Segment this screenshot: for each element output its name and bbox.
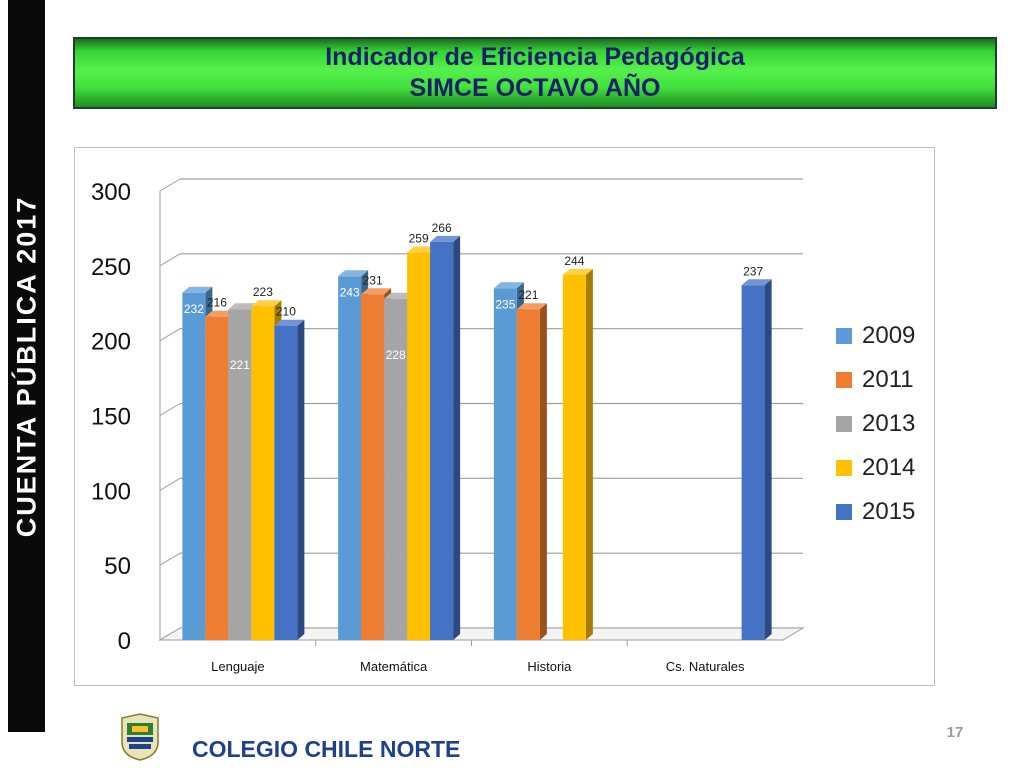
legend-swatch [836, 460, 852, 476]
bar-side-2015 [297, 319, 305, 640]
legend-item: 2011 [836, 358, 946, 402]
data-label: 216 [207, 296, 227, 310]
legend-item: 2015 [836, 490, 946, 534]
bar-2015 [430, 241, 454, 641]
legend-label: 2009 [862, 322, 916, 349]
bar-2014 [407, 252, 431, 640]
bar-top-2009 [182, 286, 213, 293]
legend-label: 2015 [862, 498, 916, 525]
data-label: 259 [409, 231, 429, 245]
bar-top-2011 [516, 303, 547, 310]
bar-2009 [493, 288, 517, 640]
legend-swatch [836, 504, 852, 520]
bar-side-2015 [453, 235, 461, 641]
y-tick-label: 150 [91, 404, 131, 431]
bar-top-2014 [407, 246, 438, 253]
bar-2015 [274, 325, 298, 640]
legend-swatch [836, 416, 852, 432]
y-tick-label: 200 [91, 329, 131, 356]
data-label: 237 [743, 264, 763, 278]
gridline-diagonal [159, 403, 181, 416]
data-label: 235 [495, 297, 515, 311]
title-line-2: SIMCE OCTAVO AÑO [409, 74, 661, 102]
x-tick-label: Matemática [360, 659, 428, 674]
bar-side-2015 [764, 279, 772, 640]
bar-2014 [562, 274, 586, 640]
chart-legend: 2009 2011 2013 2014 2015 [836, 314, 946, 534]
bar-top-2014 [251, 300, 282, 307]
legend-swatch [836, 328, 852, 344]
bar-2011 [516, 309, 540, 640]
gridline-diagonal [159, 178, 181, 192]
bar-top-2011 [361, 288, 392, 295]
bar-2013 [384, 298, 408, 640]
title-banner: Indicador de Eficiencia Pedagógica SIMCE… [73, 37, 997, 109]
bar-top-2015 [274, 319, 305, 326]
y-tick-label: 250 [91, 254, 131, 281]
legend-label: 2013 [862, 410, 916, 437]
data-label: 223 [253, 285, 273, 299]
legend-item: 2013 [836, 402, 946, 446]
bar-2014 [251, 306, 275, 640]
bar-top-2009 [338, 270, 369, 277]
bar-2013 [228, 309, 252, 640]
gridline-diagonal [159, 477, 181, 491]
legend-item: 2009 [836, 314, 946, 358]
school-name: COLEGIO CHILE NORTE [192, 736, 461, 762]
data-label: 221 [518, 288, 538, 302]
bar-top-2011 [205, 310, 236, 317]
bar-top-2009 [493, 282, 524, 289]
bar-2009 [182, 292, 206, 640]
bar-top-2014 [562, 268, 593, 275]
legend-label: 2011 [862, 366, 914, 393]
data-label: 221 [230, 358, 250, 372]
bar-top-2015 [741, 279, 772, 286]
legend-swatch [836, 372, 852, 388]
y-tick-label: 50 [104, 553, 131, 580]
x-tick-label: Lenguaje [211, 659, 265, 674]
bar-2011 [361, 294, 385, 640]
bar-2009 [338, 276, 362, 640]
bar-top-2015 [430, 235, 461, 242]
bar-side-2014 [585, 268, 593, 640]
bar-top-2013 [228, 303, 259, 310]
legend-label: 2014 [862, 454, 916, 481]
bar-side-2011 [539, 303, 547, 640]
side-band [8, 0, 45, 732]
data-label: 266 [432, 221, 452, 235]
data-label: 243 [340, 285, 360, 299]
gridline-diagonal [159, 328, 181, 342]
bar-2011 [205, 316, 229, 640]
bar-top-2013 [384, 292, 415, 299]
data-label: 231 [363, 273, 383, 287]
gridline-diagonal [159, 552, 181, 566]
data-label: 210 [276, 305, 296, 319]
gridline-diagonal [159, 253, 181, 267]
data-label: 232 [184, 302, 204, 316]
title-line-1: Indicador de Eficiencia Pedagógica [325, 43, 745, 71]
data-label: 244 [564, 254, 584, 268]
page-number: 17 [946, 724, 964, 741]
data-label: 228 [386, 348, 406, 362]
x-tick-label: Cs. Naturales [666, 659, 745, 674]
x-tick-label: Historia [527, 659, 572, 674]
school-crest-icon [121, 713, 159, 761]
y-tick-label: 300 [91, 179, 131, 206]
y-tick-label: 0 [118, 628, 131, 655]
y-tick-label: 100 [91, 478, 131, 505]
legend-item: 2014 [836, 446, 946, 490]
bar-2015 [741, 285, 765, 640]
